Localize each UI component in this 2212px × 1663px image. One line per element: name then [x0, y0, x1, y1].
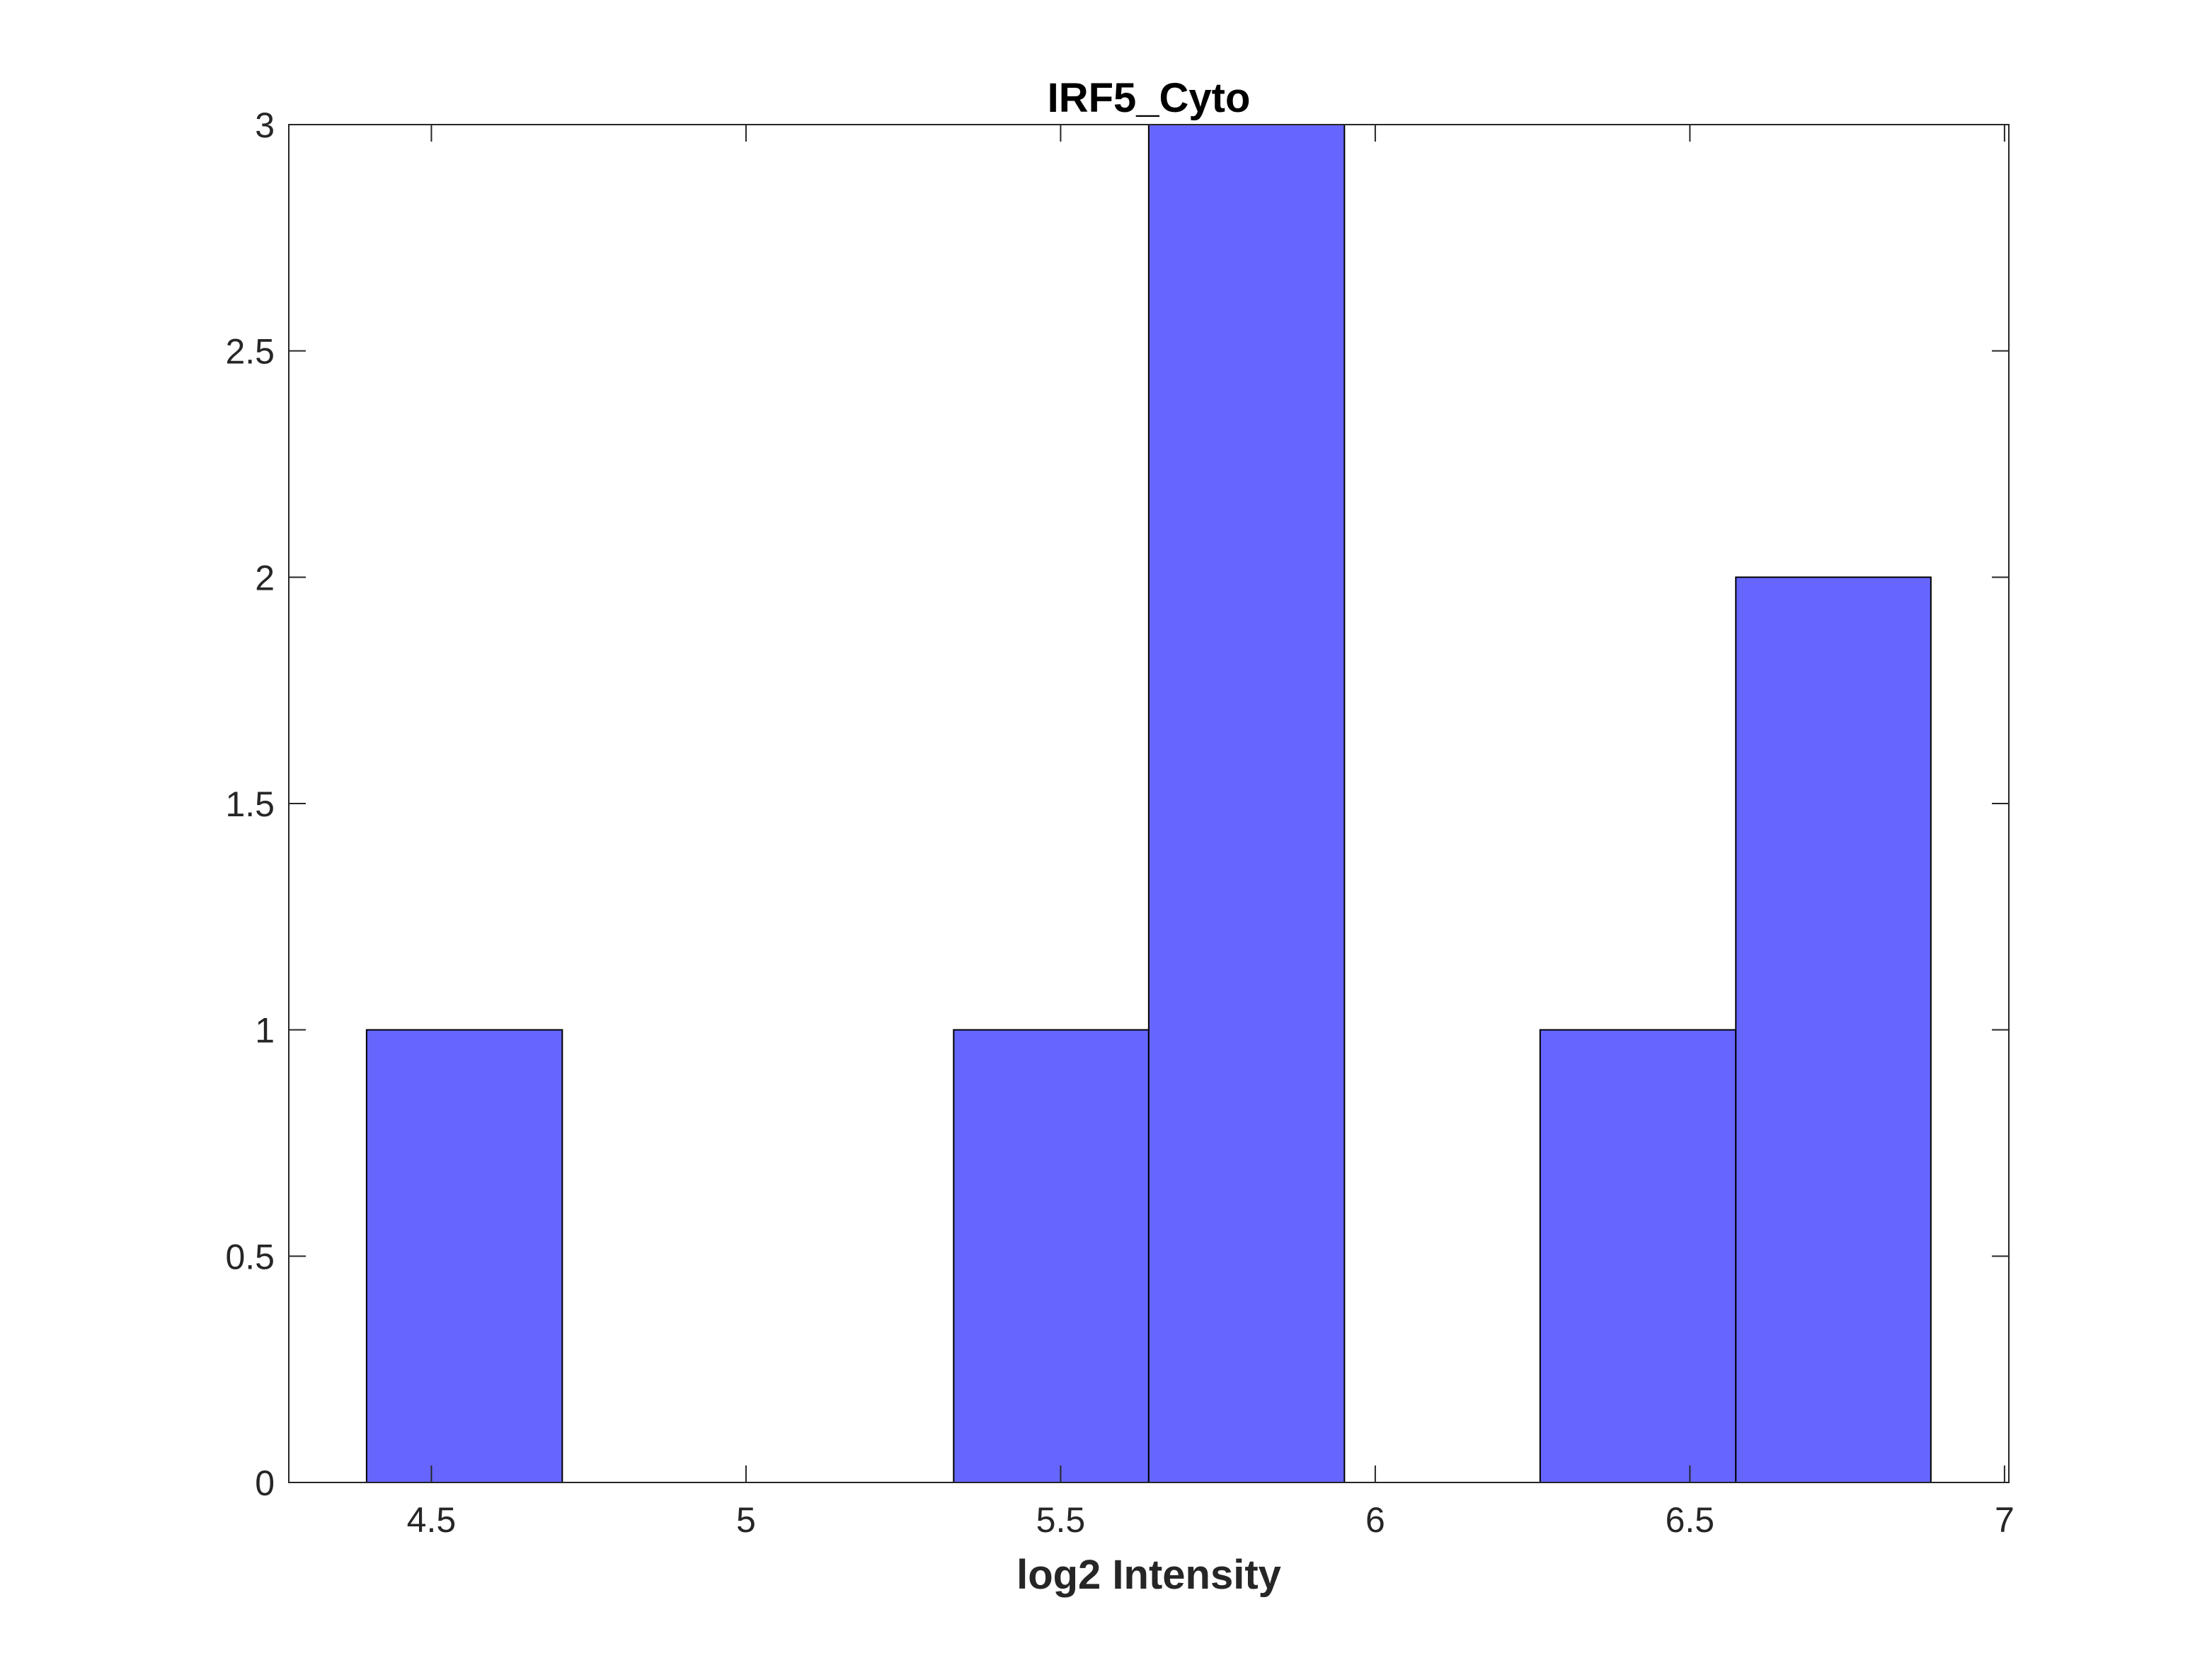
y-tick-label: 0 [255, 1463, 275, 1503]
histogram-bar [1147, 124, 1346, 1483]
labels-layer: 4.5 5 5.5 6 6.5 7 0 0.5 1 1.5 2 2.5 3 [225, 105, 2014, 1540]
x-tick-label: 6 [1365, 1500, 1385, 1540]
histogram-bar [1735, 576, 1932, 1483]
histogram-bar [365, 1029, 563, 1483]
y-tick-label: 2.5 [225, 332, 275, 372]
y-tick-label: 1 [255, 1011, 275, 1051]
histogram-bar [1539, 1029, 1737, 1483]
y-tick-label: 2 [255, 558, 275, 598]
y-tick-label: 1.5 [225, 784, 275, 824]
bars-layer [365, 124, 1932, 1483]
x-tick-label: 6.5 [1666, 1500, 1715, 1540]
x-tick-label: 4.5 [407, 1500, 457, 1540]
y-tick-label: 0.5 [225, 1237, 275, 1276]
chart-title: IRF5_Cyto [1048, 75, 1251, 121]
axes-box [288, 124, 2010, 1483]
histogram-bar [953, 1029, 1150, 1483]
x-tick-label: 5 [736, 1500, 756, 1540]
x-axis-title: log2 Intensity [1016, 1552, 1281, 1598]
y-tick-label: 3 [255, 105, 275, 145]
x-tick-label: 7 [1995, 1500, 2015, 1540]
x-tick-label: 5.5 [1036, 1500, 1086, 1540]
